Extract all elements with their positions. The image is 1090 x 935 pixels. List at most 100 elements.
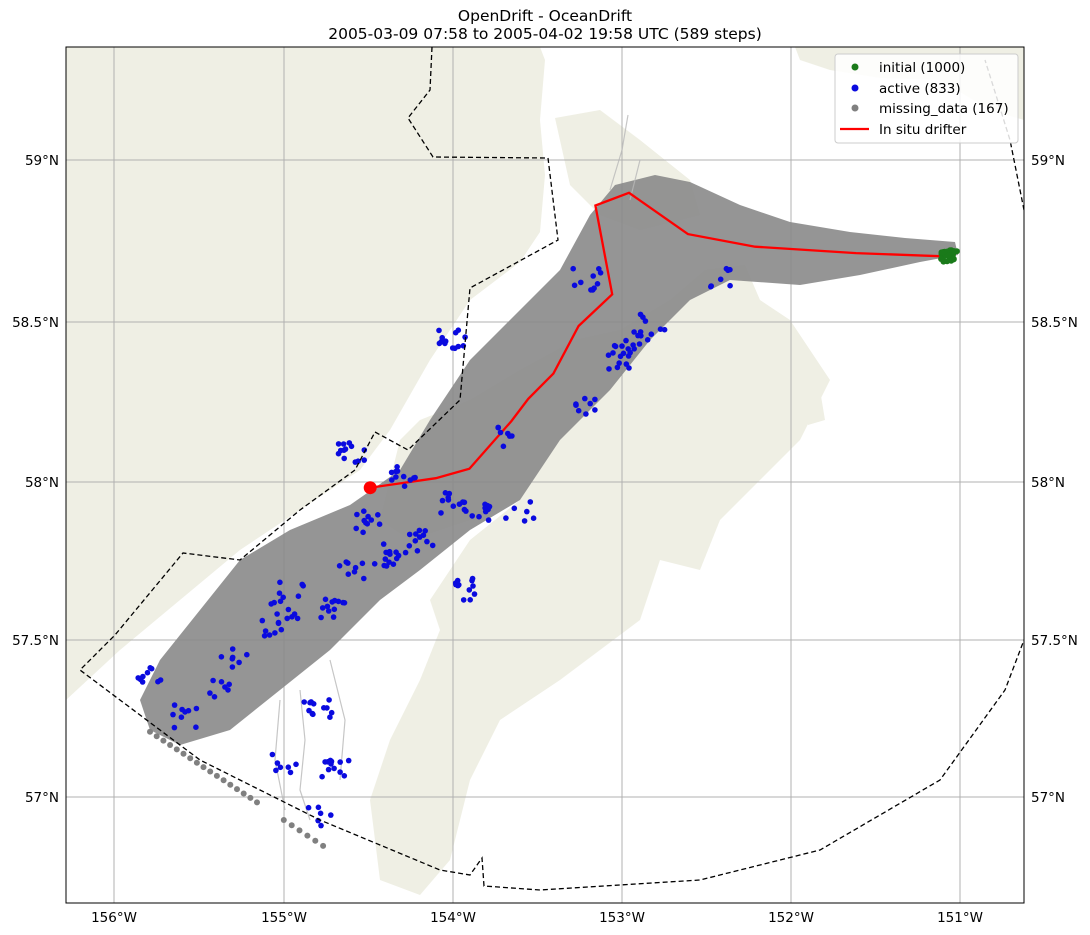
initial-particles: [938, 247, 960, 265]
active-particle: [382, 556, 389, 562]
simulation-boundary: [79, 47, 1024, 891]
drifter-end-marker: [363, 481, 377, 495]
active-particle: [503, 515, 509, 521]
active-particle: [329, 599, 336, 605]
missing-particle: [147, 728, 153, 735]
active-particle: [642, 318, 649, 324]
active-particle: [469, 513, 476, 519]
missing-particle: [288, 822, 295, 829]
active-particle: [277, 598, 284, 605]
active-particle: [644, 337, 651, 343]
active-particle: [236, 659, 242, 666]
active-particle: [325, 608, 332, 614]
active-particle: [592, 396, 598, 403]
active-particle: [401, 483, 408, 490]
initial-particle: [951, 248, 958, 255]
active-particle: [178, 714, 185, 720]
active-particle: [389, 477, 395, 483]
active-particle: [285, 764, 292, 770]
legend-initial-marker: [851, 63, 859, 71]
active-particle: [429, 542, 436, 549]
active-particle: [322, 596, 329, 603]
active-particle: [386, 559, 392, 565]
active-particle: [305, 804, 312, 811]
active-particle: [506, 433, 513, 439]
lon-tick-labels: 156°W 155°W 154°W 153°W 152°W 151°W: [91, 910, 983, 926]
active-particle: [631, 329, 637, 335]
missing-particle: [296, 827, 303, 834]
legend-active-label: active (833): [879, 81, 961, 97]
active-particle: [345, 757, 352, 764]
active-particle: [309, 711, 316, 717]
active-particle: [244, 651, 250, 658]
active-particle: [171, 724, 178, 731]
active-particle: [626, 365, 632, 371]
lat-label-left: 59°N: [25, 153, 59, 169]
active-particle: [307, 699, 313, 706]
land-east-islet: [800, 380, 825, 425]
active-particle: [406, 543, 413, 549]
legend-missing-marker: [851, 104, 859, 112]
missing-particle: [173, 746, 180, 753]
active-particle: [388, 469, 395, 476]
active-particle: [717, 276, 724, 283]
active-particle: [322, 759, 328, 765]
active-particle: [530, 515, 537, 521]
missing-particle: [193, 759, 200, 766]
lat-label-right: 57.5°N: [1031, 633, 1078, 649]
active-particle: [182, 709, 188, 715]
active-particle: [324, 705, 330, 711]
active-particle: [467, 597, 474, 603]
missing-particle: [304, 832, 311, 839]
active-particle: [422, 528, 429, 534]
lon-label: 155°W: [261, 910, 307, 926]
missing-particle: [153, 733, 160, 740]
active-particle: [376, 521, 383, 527]
active-particle: [482, 501, 488, 508]
active-particle: [284, 615, 291, 622]
missing-particle: [254, 799, 260, 806]
active-particle: [342, 446, 349, 452]
active-particle: [337, 759, 344, 765]
active-particle: [511, 505, 518, 512]
active-particle: [278, 626, 285, 633]
active-particle: [657, 326, 664, 333]
missing-particle: [207, 768, 214, 775]
active-particle: [360, 529, 366, 536]
active-particle: [361, 457, 368, 463]
active-particle: [294, 615, 301, 622]
active-particle: [268, 601, 275, 607]
active-particle: [623, 361, 630, 367]
active-particle: [330, 614, 337, 620]
active-particle: [605, 352, 612, 359]
missing-particle: [280, 817, 287, 823]
active-particle: [476, 513, 482, 520]
active-particle: [623, 337, 629, 344]
active-particle: [266, 632, 273, 638]
missing-particle: [312, 837, 319, 844]
active-particle: [375, 512, 381, 518]
active-particle: [582, 395, 588, 402]
active-particle: [277, 764, 284, 771]
active-particle: [293, 761, 299, 768]
active-particle: [291, 611, 298, 617]
lon-label: 156°W: [91, 910, 137, 926]
in-situ-drifter-track: [370, 191, 941, 489]
active-particle: [353, 525, 360, 532]
active-particle: [262, 628, 269, 634]
active-particle: [590, 273, 596, 279]
lon-label: 154°W: [430, 910, 476, 926]
active-particle: [413, 531, 419, 537]
lon-label: 151°W: [937, 910, 983, 926]
active-particle: [211, 694, 218, 700]
active-particle: [500, 443, 507, 450]
active-particle: [424, 538, 430, 545]
active-particle: [325, 766, 332, 773]
active-particle: [570, 265, 576, 272]
lat-label-right: 59°N: [1031, 153, 1065, 169]
axes-frame: [65, 46, 1025, 904]
active-particle: [327, 714, 333, 720]
active-particle: [592, 407, 598, 413]
active-particle: [341, 773, 348, 779]
